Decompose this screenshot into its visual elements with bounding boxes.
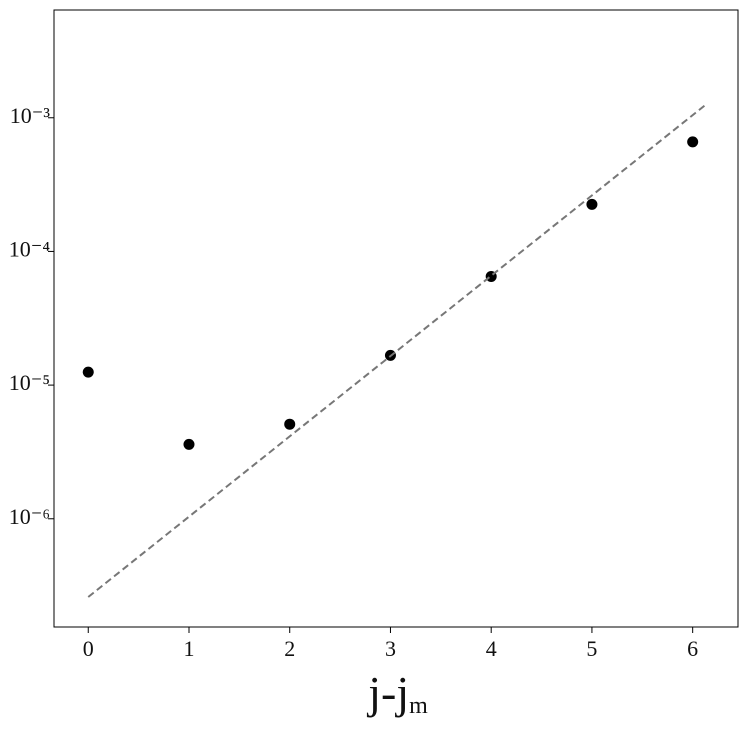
data-point xyxy=(687,136,699,148)
x-axis-label-main: j-j xyxy=(366,667,409,718)
x-axis-label: j-jm xyxy=(366,667,428,719)
y-tick-label: 10⁻³ xyxy=(10,103,51,128)
y-tick-label: 10⁻⁴ xyxy=(9,236,51,261)
data-point xyxy=(586,198,598,210)
y-tick-label: 10⁻⁶ xyxy=(9,504,50,529)
x-tick-label: 0 xyxy=(83,636,94,661)
y-tick-label: 10⁻⁵ xyxy=(9,370,50,395)
fit-line xyxy=(87,103,708,598)
x-tick-label: 3 xyxy=(385,636,396,661)
x-tick-label: 2 xyxy=(284,636,295,661)
x-tick-label: 4 xyxy=(486,636,497,661)
x-axis-label-sub: m xyxy=(409,693,428,719)
plot-frame xyxy=(53,9,739,628)
data-point xyxy=(82,366,94,378)
x-tick-label: 5 xyxy=(586,636,597,661)
data-point xyxy=(183,438,195,450)
data-point xyxy=(284,418,296,430)
x-tick-label: 6 xyxy=(687,636,698,661)
x-tick-label: 1 xyxy=(183,636,194,661)
